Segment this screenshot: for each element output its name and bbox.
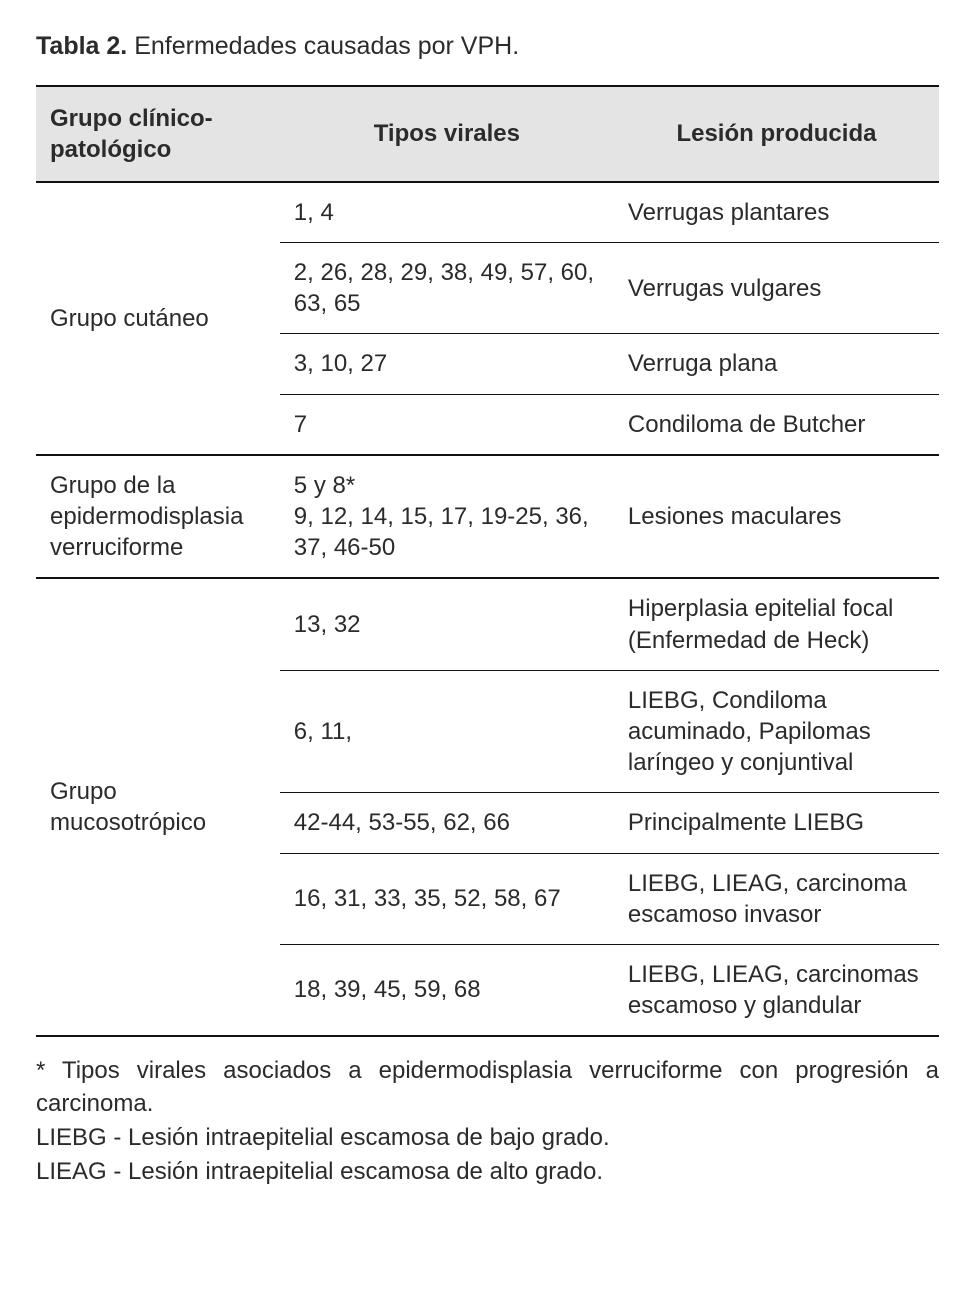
table-row: Grupo cutáneo1, 4Verrugas plantares (36, 182, 939, 243)
lesion-cell: Principalmente LIEBG (614, 793, 939, 853)
lesion-cell: Condiloma de Butcher (614, 394, 939, 455)
table-caption: Tabla 2. Enfermedades causadas por VPH. (36, 30, 939, 63)
table-caption-text: Enfermedades causadas por VPH. (134, 32, 519, 60)
table-header-row: Grupo clínico-patológico Tipos virales L… (36, 86, 939, 182)
types-cell: 6, 11, (280, 670, 614, 793)
lesion-cell: Verrugas plantares (614, 182, 939, 243)
table-row: Grupo mucosotrópico13, 32Hiperplasia epi… (36, 578, 939, 670)
lesion-cell: Verruga plana (614, 334, 939, 394)
footnote-line: LIEBG - Lesión intraepitelial escamosa d… (36, 1122, 939, 1154)
col-header-group: Grupo clínico-patológico (36, 86, 280, 182)
types-cell: 3, 10, 27 (280, 334, 614, 394)
types-cell: 1, 4 (280, 182, 614, 243)
table-row: Grupo de la epidermodisplasia verrucifor… (36, 455, 939, 579)
footnote-line: * Tipos virales asociados a epidermodisp… (36, 1055, 939, 1120)
col-header-lesion: Lesión producida (614, 86, 939, 182)
lesion-cell: Verrugas vulgares (614, 243, 939, 334)
col-header-types: Tipos virales (280, 86, 614, 182)
types-cell: 5 y 8* 9, 12, 14, 15, 17, 19-25, 36, 37,… (280, 455, 614, 579)
lesion-cell: LIEBG, LIEAG, carcinoma escamoso invasor (614, 853, 939, 944)
lesion-cell: Lesiones maculares (614, 455, 939, 579)
types-cell: 42-44, 53-55, 62, 66 (280, 793, 614, 853)
lesion-cell: LIEBG, Condiloma acuminado, Papilomas la… (614, 670, 939, 793)
types-cell: 7 (280, 394, 614, 455)
vph-table: Grupo clínico-patológico Tipos virales L… (36, 85, 939, 1038)
table-caption-label: Tabla 2. (36, 32, 127, 60)
lesion-cell: LIEBG, LIEAG, carcinomas escamoso y glan… (614, 944, 939, 1036)
group-cell: Grupo mucosotrópico (36, 578, 280, 1036)
types-cell: 16, 31, 33, 35, 52, 58, 67 (280, 853, 614, 944)
group-cell: Grupo cutáneo (36, 182, 280, 455)
types-cell: 18, 39, 45, 59, 68 (280, 944, 614, 1036)
table-footnotes: * Tipos virales asociados a epidermodisp… (36, 1055, 939, 1189)
types-cell: 2, 26, 28, 29, 38, 49, 57, 60, 63, 65 (280, 243, 614, 334)
group-cell: Grupo de la epidermodisplasia verrucifor… (36, 455, 280, 579)
types-cell: 13, 32 (280, 578, 614, 670)
lesion-cell: Hiperplasia epitelial focal (Enfermedad … (614, 578, 939, 670)
footnote-line: LIEAG - Lesión intraepitelial escamosa d… (36, 1156, 939, 1188)
table-body: Grupo cutáneo1, 4Verrugas plantares2, 26… (36, 182, 939, 1036)
